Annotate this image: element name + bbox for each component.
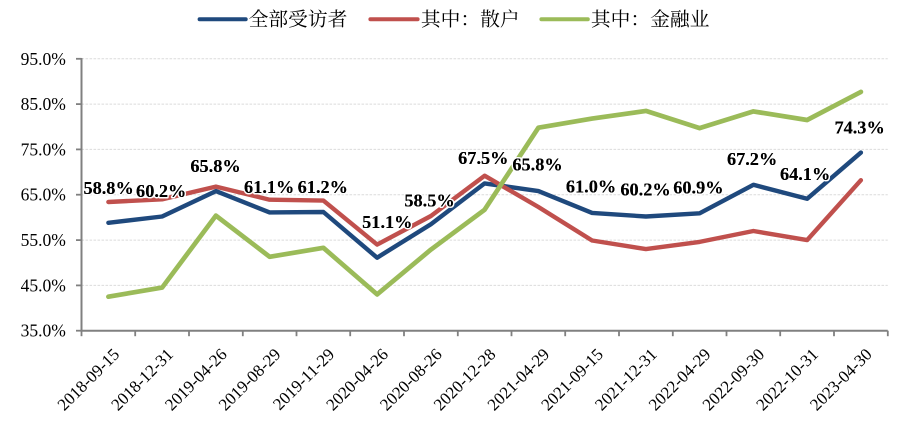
svg-text:65.8%: 65.8% xyxy=(512,155,562,175)
svg-text:65.8%: 65.8% xyxy=(190,156,240,176)
svg-text:74.3%: 74.3% xyxy=(834,118,884,138)
svg-text:60.9%: 60.9% xyxy=(673,177,723,197)
svg-text:35.0%: 35.0% xyxy=(21,321,66,341)
svg-text:58.8%: 58.8% xyxy=(83,178,133,198)
svg-text:85.0%: 85.0% xyxy=(21,94,66,114)
svg-text:61.0%: 61.0% xyxy=(566,176,616,196)
svg-text:61.1%: 61.1% xyxy=(244,177,294,197)
svg-text:60.2%: 60.2% xyxy=(620,180,670,200)
svg-text:60.2%: 60.2% xyxy=(136,181,186,201)
svg-text:55.0%: 55.0% xyxy=(21,230,66,250)
svg-text:61.1%: 61.1% xyxy=(244,177,294,197)
svg-text:45.0%: 45.0% xyxy=(21,275,66,295)
svg-text:67.5%: 67.5% xyxy=(458,148,508,168)
svg-text:67.2%: 67.2% xyxy=(727,149,777,169)
svg-text:95.0%: 95.0% xyxy=(21,49,66,69)
svg-text:61.2%: 61.2% xyxy=(298,177,348,197)
svg-text:61.0%: 61.0% xyxy=(566,176,616,196)
svg-text:60.9%: 60.9% xyxy=(673,177,723,197)
svg-text:51.1%: 51.1% xyxy=(362,212,412,232)
svg-text:51.1%: 51.1% xyxy=(362,212,412,232)
svg-text:60.2%: 60.2% xyxy=(620,180,670,200)
svg-text:58.5%: 58.5% xyxy=(404,191,454,211)
svg-text:58.5%: 58.5% xyxy=(404,191,454,211)
svg-text:61.2%: 61.2% xyxy=(298,177,348,197)
svg-text:60.2%: 60.2% xyxy=(136,181,186,201)
svg-text:67.5%: 67.5% xyxy=(458,148,508,168)
svg-text:65.8%: 65.8% xyxy=(512,155,562,175)
svg-text:75.0%: 75.0% xyxy=(21,139,66,159)
svg-text:67.2%: 67.2% xyxy=(727,149,777,169)
svg-text:64.1%: 64.1% xyxy=(780,164,830,184)
svg-text:58.8%: 58.8% xyxy=(83,178,133,198)
svg-text:64.1%: 64.1% xyxy=(780,164,830,184)
svg-text:65.0%: 65.0% xyxy=(21,185,66,205)
svg-text:74.3%: 74.3% xyxy=(834,118,884,138)
svg-text:65.8%: 65.8% xyxy=(190,156,240,176)
